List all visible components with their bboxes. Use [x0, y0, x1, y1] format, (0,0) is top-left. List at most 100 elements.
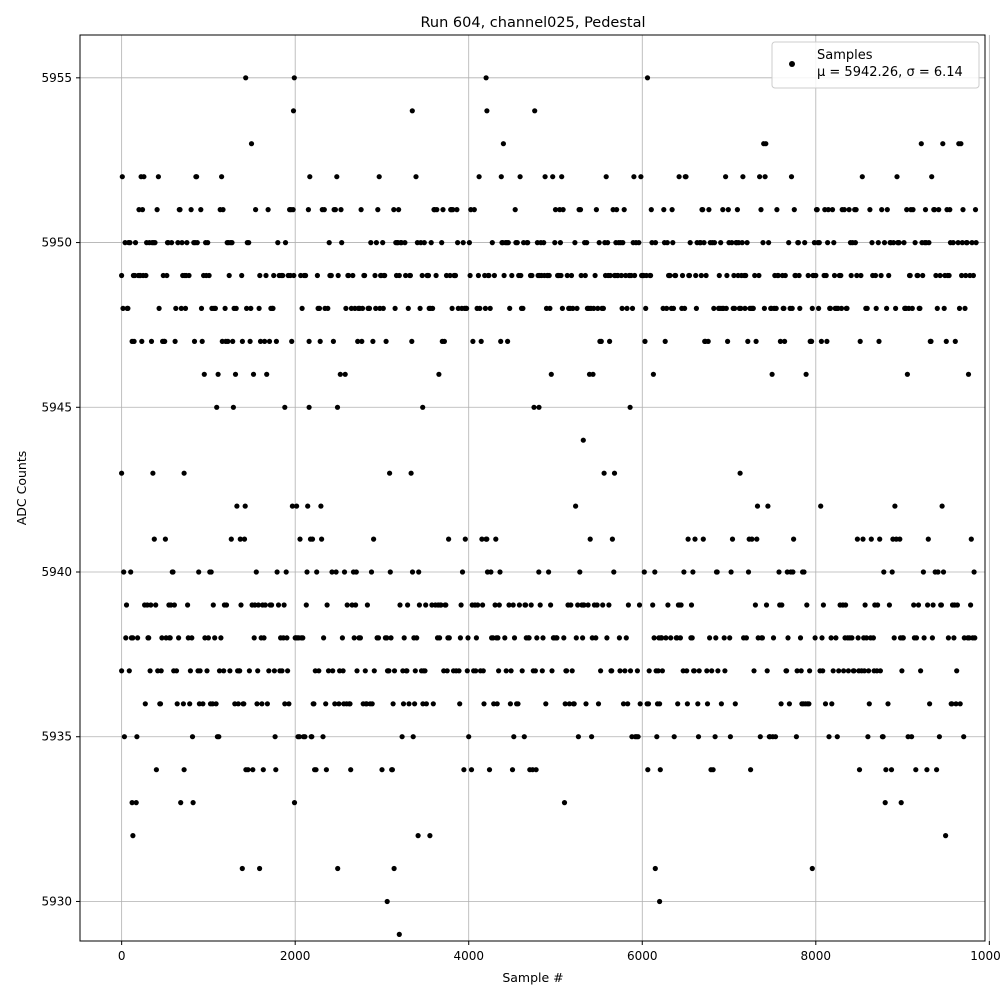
data-point	[233, 305, 239, 311]
data-point	[174, 701, 180, 707]
data-point	[631, 174, 637, 180]
data-point	[197, 668, 203, 674]
data-point	[795, 240, 802, 246]
data-point	[598, 338, 604, 344]
data-point	[866, 668, 872, 674]
data-point	[546, 272, 552, 279]
data-point	[625, 701, 631, 707]
data-point	[206, 272, 212, 279]
data-point	[857, 338, 863, 344]
data-point	[759, 635, 766, 641]
data-point	[430, 305, 436, 311]
data-point	[433, 272, 439, 279]
data-point	[838, 272, 844, 279]
data-point	[447, 272, 453, 279]
data-point	[364, 602, 370, 608]
data-point	[519, 668, 525, 674]
data-point	[423, 701, 429, 707]
data-point	[657, 898, 663, 905]
data-point	[421, 240, 427, 246]
data-point	[257, 272, 263, 279]
legend-box	[771, 41, 980, 89]
data-point	[907, 272, 913, 279]
data-point	[648, 272, 654, 279]
data-point	[643, 305, 649, 311]
data-point	[958, 141, 964, 147]
data-point	[260, 767, 266, 773]
data-point	[344, 602, 350, 608]
data-point	[347, 701, 353, 707]
data-point	[282, 240, 289, 246]
data-point	[239, 865, 245, 872]
data-point	[862, 602, 868, 608]
data-point	[926, 240, 932, 246]
data-point	[187, 668, 193, 674]
data-point	[362, 272, 368, 279]
data-point	[133, 800, 139, 806]
data-point	[568, 602, 574, 608]
data-point	[188, 207, 194, 213]
data-point	[318, 503, 324, 509]
data-point	[552, 207, 559, 213]
data-point	[704, 668, 710, 674]
data-point	[824, 338, 830, 344]
data-point	[880, 734, 886, 740]
data-point	[387, 569, 393, 575]
data-point	[397, 602, 403, 608]
x-tick-label: 8000	[801, 949, 832, 963]
data-point	[466, 734, 472, 740]
data-point	[305, 503, 311, 509]
data-point	[644, 75, 651, 81]
data-point	[187, 701, 193, 707]
data-point	[132, 240, 139, 246]
data-point	[228, 536, 234, 542]
data-point	[215, 371, 221, 377]
data-point	[798, 668, 804, 674]
data-point	[971, 569, 977, 575]
data-point	[218, 635, 224, 641]
data-point	[820, 602, 827, 608]
data-point	[382, 272, 388, 279]
data-point	[655, 668, 661, 674]
data-point	[542, 174, 548, 180]
data-point	[340, 668, 346, 674]
data-point	[467, 272, 473, 279]
data-point	[516, 602, 523, 608]
data-point	[185, 602, 191, 608]
data-point	[212, 635, 218, 641]
data-point	[864, 305, 870, 311]
data-point	[881, 240, 888, 246]
data-point	[261, 635, 267, 641]
data-point	[816, 305, 822, 311]
data-point	[391, 668, 398, 674]
data-point	[300, 635, 306, 641]
data-point	[803, 371, 809, 377]
data-point	[662, 338, 668, 344]
data-point	[471, 207, 477, 213]
data-point	[562, 701, 568, 707]
data-point	[515, 701, 521, 707]
data-point	[153, 602, 159, 608]
data-point	[635, 734, 641, 740]
data-point	[828, 635, 834, 641]
data-point	[718, 240, 724, 246]
data-point	[962, 305, 968, 311]
data-point	[823, 272, 829, 279]
data-point	[575, 734, 582, 740]
data-point	[226, 272, 232, 279]
data-point	[939, 503, 945, 509]
data-point	[496, 668, 502, 674]
data-point	[875, 240, 881, 246]
data-point	[458, 602, 464, 608]
chart-title: Run 604, channel025, Pedestal	[420, 15, 645, 31]
data-point	[415, 833, 421, 839]
data-point	[307, 174, 313, 180]
data-point	[638, 174, 644, 180]
data-point	[371, 536, 377, 542]
data-point	[786, 701, 793, 707]
data-point	[384, 635, 390, 641]
data-point	[518, 272, 524, 279]
data-point	[801, 569, 807, 575]
data-point	[954, 602, 961, 608]
